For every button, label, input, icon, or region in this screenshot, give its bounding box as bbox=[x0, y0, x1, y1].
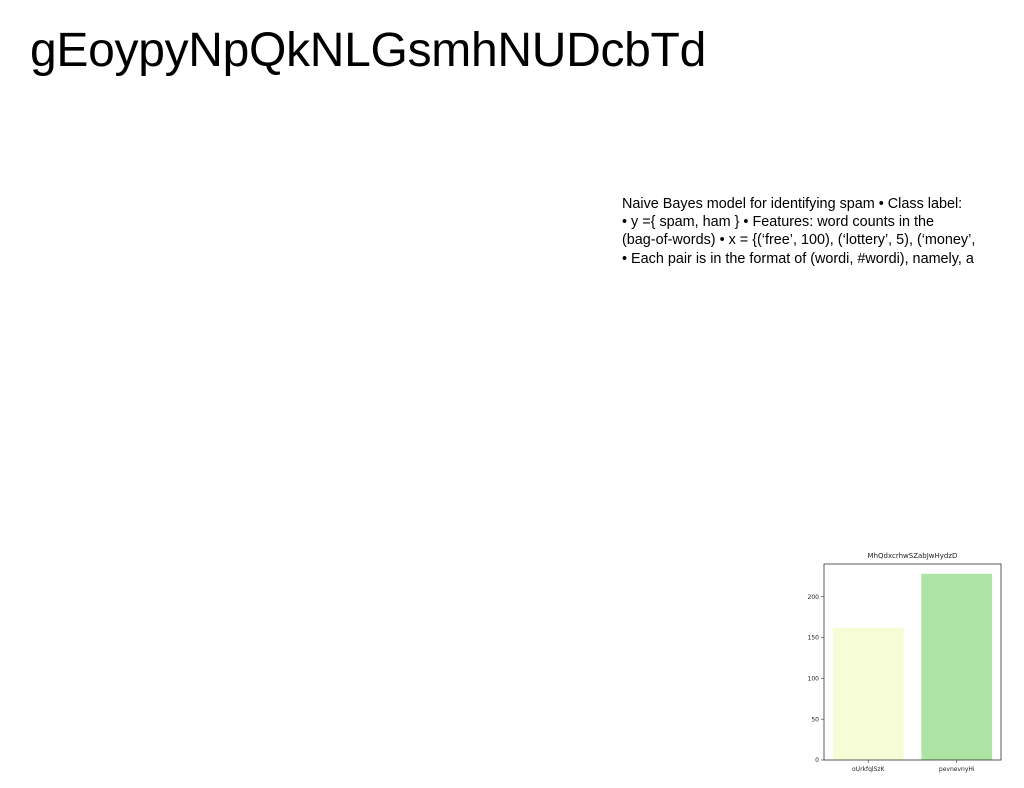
bar-oUrkfqlSzK bbox=[832, 627, 904, 760]
y-tick-label: 200 bbox=[808, 594, 820, 601]
x-tick-label: pevnevnyHi bbox=[939, 766, 975, 773]
y-tick-label: 50 bbox=[811, 716, 819, 723]
body-line: • Each pair is in the format of (wordi, … bbox=[622, 250, 974, 267]
bar-chart: MhQdxcrhwSZabJwHydzD 0 50 100 150 200 oUrkfqlS… bbox=[796, 548, 1006, 776]
body-text: Naive Bayes model for identifying spam •… bbox=[622, 195, 1024, 268]
y-tick-label: 150 bbox=[808, 635, 820, 642]
body-line: (bag-of-words) • x = {(‘free’, 100), (‘l… bbox=[622, 232, 976, 249]
chart-title: MhQdxcrhwSZabJwHydzD bbox=[868, 552, 958, 560]
plot-frame bbox=[823, 563, 1002, 761]
body-line: • y ={ spam, ham } • Features: word coun… bbox=[622, 214, 935, 231]
bar-pevnevnyHi bbox=[921, 573, 993, 760]
x-tick-label: oUrkfqlSzK bbox=[852, 766, 886, 773]
bar-chart-svg: MhQdxcrhwSZabJwHydzD 0 50 100 150 200 oUrkfqlS… bbox=[808, 552, 1002, 773]
slide-title: gEoypyNpQkNLGsmhNUDcbTd bbox=[30, 24, 706, 77]
y-tick-label: 100 bbox=[808, 676, 820, 683]
y-tick-label: 0 bbox=[815, 757, 819, 764]
body-line: Naive Bayes model for identifying spam •… bbox=[622, 196, 963, 212]
